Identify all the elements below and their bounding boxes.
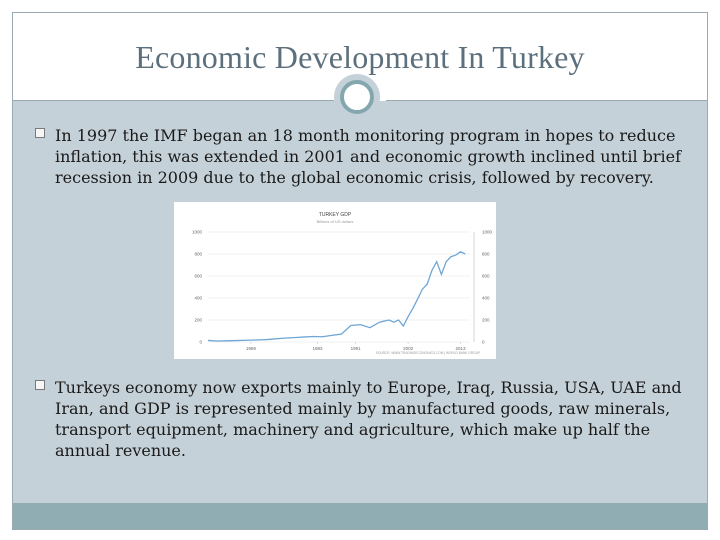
- y-tick-label-right: 600: [482, 274, 490, 279]
- y-tick-label-right: 400: [482, 296, 490, 301]
- chart-source: SOURCE: WWW.TRADINGECONOMICS.COM | WORLD…: [376, 351, 480, 355]
- y-tick-label: 800: [194, 252, 202, 257]
- bullet-item: Turkeys economy now exports mainly to Eu…: [35, 377, 695, 461]
- ring-ornament-icon: [340, 80, 374, 114]
- bullet-item: In 1997 the IMF began an 18 month monito…: [35, 125, 695, 188]
- title-divider-right: [386, 100, 707, 101]
- y-tick-label: 200: [194, 318, 202, 323]
- chart-title: TURKEY GDP: [319, 212, 352, 218]
- bullet-square-icon: [35, 380, 45, 390]
- y-tick-label-right: 1000: [482, 230, 493, 235]
- x-tick-label: 1969: [246, 346, 257, 351]
- x-tick-label: 1991: [351, 346, 362, 351]
- y-tick-label: 400: [194, 296, 202, 301]
- x-axis: 1969 1983 1991 2002 2013: [246, 342, 466, 351]
- title-divider-left: [13, 100, 334, 101]
- bullet-square-icon: [35, 128, 45, 138]
- slide: Economic Development In Turkey In 1997 t…: [12, 12, 708, 530]
- y-tick-label-right: 0: [482, 340, 485, 345]
- y-tick-label-right: 200: [482, 318, 490, 323]
- slide-title: Economic Development In Turkey: [135, 39, 585, 75]
- gdp-series-line: [207, 251, 466, 342]
- x-tick-label: 2002: [403, 346, 414, 351]
- gdp-chart: TURKEY GDP Billions of US dollars 0 200 40…: [174, 202, 496, 359]
- y-axis-left: 0 200 400 600 800 1000: [192, 230, 203, 345]
- chart-subtitle: Billions of US dollars: [317, 219, 354, 224]
- x-tick-label: 1983: [313, 346, 324, 351]
- y-tick-label: 0: [199, 340, 202, 345]
- y-tick-label: 600: [194, 274, 202, 279]
- bullet-text: Turkeys economy now exports mainly to Eu…: [55, 378, 682, 460]
- bullet-text: In 1997 the IMF began an 18 month monito…: [55, 126, 682, 187]
- y-tick-label: 1000: [192, 230, 203, 235]
- chart-grid: [208, 231, 470, 343]
- x-tick-label: 2013: [455, 346, 466, 351]
- footer-bar: [13, 503, 707, 529]
- y-axis-right: 0 200 400 600 800 1000: [473, 230, 493, 345]
- y-tick-label-right: 800: [482, 252, 490, 257]
